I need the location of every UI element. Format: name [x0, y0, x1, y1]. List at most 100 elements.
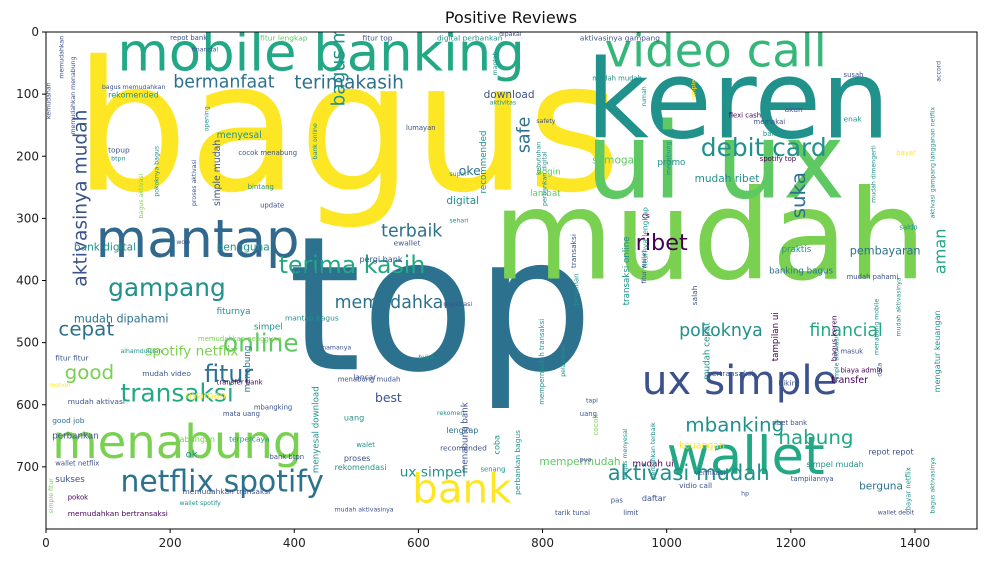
word-cloud-word: mudah video — [142, 369, 191, 378]
word-cloud-word: bank digital — [74, 241, 136, 253]
word-cloud-word: sukses — [55, 475, 85, 485]
word-cloud-word: rumah — [641, 86, 648, 106]
x-tick-label: 600 — [407, 536, 430, 550]
word-cloud-word: bank — [412, 466, 512, 513]
word-cloud-word: bagus keren — [830, 315, 839, 361]
word-cloud-word: menarik — [291, 267, 327, 277]
word-cloud-word: registrasi — [443, 301, 472, 308]
word-cloud-word: ux simple — [642, 357, 838, 404]
word-cloud-word: menabung — [666, 141, 673, 174]
y-tick-label: 300 — [16, 211, 39, 225]
word-cloud-word: uang — [580, 410, 597, 418]
y-axis: 0 100 200 300 400 500 600 700 — [16, 25, 46, 474]
word-cloud-word: memudahkan transaksi — [183, 487, 271, 496]
word-cloud-word: semoga — [592, 154, 634, 166]
word-cloud-word: best — [375, 390, 402, 405]
word-cloud-word: menyesal — [217, 130, 262, 141]
word-cloud-word: proses aktivasi — [191, 159, 198, 206]
word-cloud-word: spotify top — [760, 155, 796, 163]
word-cloud-word: pas — [611, 497, 624, 505]
word-cloud-word: pengguna — [217, 241, 270, 253]
y-tick-label: 400 — [16, 274, 39, 288]
word-cloud-word: fiturnya lengkap — [640, 207, 649, 268]
word-cloud-word: flexi cash — [729, 112, 761, 120]
word-cloud-word: bagus aktivasi — [138, 173, 145, 218]
word-cloud-word: masuk — [840, 348, 863, 356]
word-cloud-word: lengkap — [446, 425, 478, 435]
word-cloud-word: mbangking — [254, 404, 292, 412]
word-cloud-word: pua — [580, 457, 592, 464]
word-cloud-word: rekomendasi — [335, 462, 387, 472]
word-cloud-word: transfer — [831, 375, 868, 386]
plot-area — [46, 32, 977, 529]
word-cloud-word: biaya admin — [840, 366, 882, 374]
word-cloud-word: mbanking — [685, 414, 784, 437]
x-tick-label: 400 — [283, 536, 306, 550]
word-cloud-word: mobile banking — [117, 22, 524, 83]
word-cloud-word: perbankan bagus — [513, 430, 522, 495]
word-cloud-word: proses — [344, 453, 371, 463]
word-cloud-word: pokoknya — [679, 321, 763, 341]
word-cloud-word: tarik tunai — [555, 509, 590, 517]
word-cloud-word: memudahkan — [335, 293, 455, 313]
word-cloud-word: rekomen — [437, 410, 464, 417]
word-cloud-word: oke — [459, 163, 481, 178]
word-cloud-word: bank btpn — [269, 453, 304, 461]
word-cloud-word: nyaman — [186, 391, 226, 402]
y-tick-label: 200 — [16, 149, 39, 163]
word-cloud-word: mempermudah transaksi — [538, 319, 546, 405]
word-cloud-word: netflix spotify — [120, 465, 323, 500]
word-cloud-word: online — [223, 329, 299, 358]
word-cloud-word: perbankan terbaik — [650, 422, 657, 479]
word-cloud-word: sehari — [449, 217, 468, 224]
word-cloud-word: cepat — [58, 317, 114, 340]
word-cloud-word: btpn — [111, 155, 125, 162]
word-cloud-word: aktivasinya gampang — [580, 34, 660, 43]
word-cloud-word: perbankan — [52, 431, 98, 441]
word-cloud-word: vidio call — [679, 481, 712, 490]
word-cloud-word: cocok menabung — [238, 149, 297, 157]
word-cloud-word: cocok — [591, 413, 600, 435]
word-cloud-word: safe — [515, 117, 535, 154]
word-cloud-word: nabung — [778, 426, 853, 449]
word-cloud-word: pokok — [68, 494, 88, 502]
word-cloud-word: mudah — [493, 165, 927, 309]
word-cloud-word: mantap bagus — [285, 313, 339, 322]
word-cloud-word: pelayanan — [560, 344, 567, 376]
word-cloud-word: wallet — [667, 426, 825, 487]
word-cloud-word: coba — [491, 435, 501, 455]
word-cloud-word: fitur fitur — [55, 354, 89, 363]
word-cloud-word: repot repot — [868, 447, 913, 457]
word-cloud-word: recomended — [440, 444, 487, 453]
word-cloud-word: simpel mudah — [806, 459, 863, 469]
word-cloud-word: tampilannya — [791, 475, 834, 483]
word-cloud-word: fiturnya — [217, 307, 251, 317]
x-tick-label: 0 — [42, 536, 50, 550]
word-cloud-word: mudah ui — [633, 459, 674, 469]
word-cloud-word: menabung mudah — [338, 376, 401, 384]
word-cloud-word: digital perbankan — [437, 34, 503, 43]
word-cloud-word: ribet bank — [772, 419, 807, 427]
word-cloud-word: bintang — [248, 183, 274, 191]
word-cloud-word: financial — [809, 321, 882, 341]
word-cloud-word: pokoknya bagus — [154, 146, 161, 197]
word-cloud-word: repot bank — [170, 34, 207, 42]
x-tick-label: 800 — [531, 536, 554, 550]
y-tick-label: 700 — [16, 460, 39, 474]
word-cloud-word: mudah dipahami — [74, 313, 169, 326]
word-cloud-word: transaksi online — [622, 236, 632, 305]
word-cloud-word: ux simpel — [400, 464, 466, 480]
word-cloud-word: menyesal download — [311, 386, 321, 473]
word-cloud-word: aman — [931, 229, 950, 275]
word-cloud-word: opening — [203, 106, 210, 131]
x-tick-label: 1400 — [900, 536, 931, 550]
word-cloud-word: update — [260, 202, 284, 210]
y-tick-label: 100 — [16, 87, 39, 101]
word-cloud-word: ok — [186, 450, 198, 461]
word-cloud-word: mudah ribet — [695, 173, 760, 185]
word-cloud-word: fitur wallet — [641, 250, 648, 284]
word-cloud-word: fitur top — [363, 34, 393, 43]
chart-title: Positive Reviews — [445, 8, 577, 27]
word-cloud-word: lumayan — [406, 124, 436, 132]
word-cloud-word: bayar — [896, 149, 916, 157]
